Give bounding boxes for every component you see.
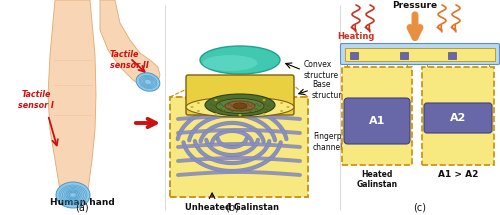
- Ellipse shape: [200, 46, 280, 74]
- Ellipse shape: [186, 97, 294, 117]
- Bar: [422, 67, 494, 165]
- Bar: [448, 52, 456, 59]
- Text: Fingerprint
channels: Fingerprint channels: [313, 132, 355, 152]
- Ellipse shape: [262, 113, 266, 115]
- Text: A2: A2: [450, 113, 466, 123]
- Text: Base
structure: Base structure: [312, 80, 347, 100]
- Text: (a): (a): [75, 203, 89, 213]
- Ellipse shape: [214, 99, 218, 101]
- Bar: [0, 0, 165, 215]
- FancyBboxPatch shape: [344, 98, 410, 144]
- Ellipse shape: [190, 106, 194, 108]
- FancyBboxPatch shape: [424, 103, 492, 133]
- Ellipse shape: [197, 110, 200, 112]
- Bar: [170, 97, 308, 197]
- Ellipse shape: [56, 182, 90, 208]
- Bar: [342, 67, 412, 165]
- Polygon shape: [100, 0, 160, 87]
- Ellipse shape: [185, 88, 295, 108]
- Text: (c): (c): [414, 203, 426, 213]
- Polygon shape: [48, 0, 96, 207]
- Text: Unheated Galinstan: Unheated Galinstan: [185, 203, 279, 212]
- Text: Human hand: Human hand: [50, 198, 114, 207]
- Bar: [400, 52, 408, 59]
- Ellipse shape: [238, 114, 242, 116]
- FancyBboxPatch shape: [340, 43, 500, 64]
- Text: (b): (b): [225, 203, 239, 213]
- Ellipse shape: [286, 106, 290, 108]
- Bar: [350, 52, 358, 59]
- Text: Tactile
sensor II: Tactile sensor II: [110, 50, 149, 70]
- Ellipse shape: [136, 73, 160, 91]
- Ellipse shape: [262, 99, 266, 101]
- Ellipse shape: [205, 94, 275, 116]
- Ellipse shape: [216, 98, 264, 114]
- Text: Periphery
Channel: Periphery Channel: [356, 43, 398, 62]
- FancyBboxPatch shape: [186, 75, 294, 115]
- Text: Tactile
sensor I: Tactile sensor I: [18, 90, 54, 110]
- Ellipse shape: [225, 101, 255, 111]
- Ellipse shape: [238, 98, 242, 100]
- Text: A1: A1: [369, 116, 385, 126]
- Text: Pressure: Pressure: [392, 1, 438, 10]
- Bar: [345, 48, 495, 61]
- Ellipse shape: [233, 103, 247, 109]
- Ellipse shape: [214, 113, 218, 115]
- Ellipse shape: [280, 102, 283, 104]
- Text: Heating: Heating: [338, 32, 374, 41]
- Text: A1 > A2: A1 > A2: [438, 170, 478, 179]
- Text: Convex
structure: Convex structure: [304, 60, 339, 80]
- Text: Center
Channel: Center Channel: [440, 43, 476, 62]
- Bar: [340, 0, 500, 215]
- Ellipse shape: [280, 110, 283, 112]
- Text: Heated
Galinstan: Heated Galinstan: [356, 170, 398, 189]
- Ellipse shape: [197, 102, 200, 104]
- Ellipse shape: [202, 55, 258, 71]
